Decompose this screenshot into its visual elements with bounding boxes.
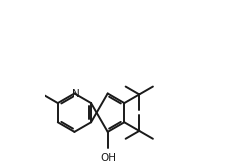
Text: N: N [72, 89, 80, 99]
Text: OH: OH [100, 153, 116, 163]
